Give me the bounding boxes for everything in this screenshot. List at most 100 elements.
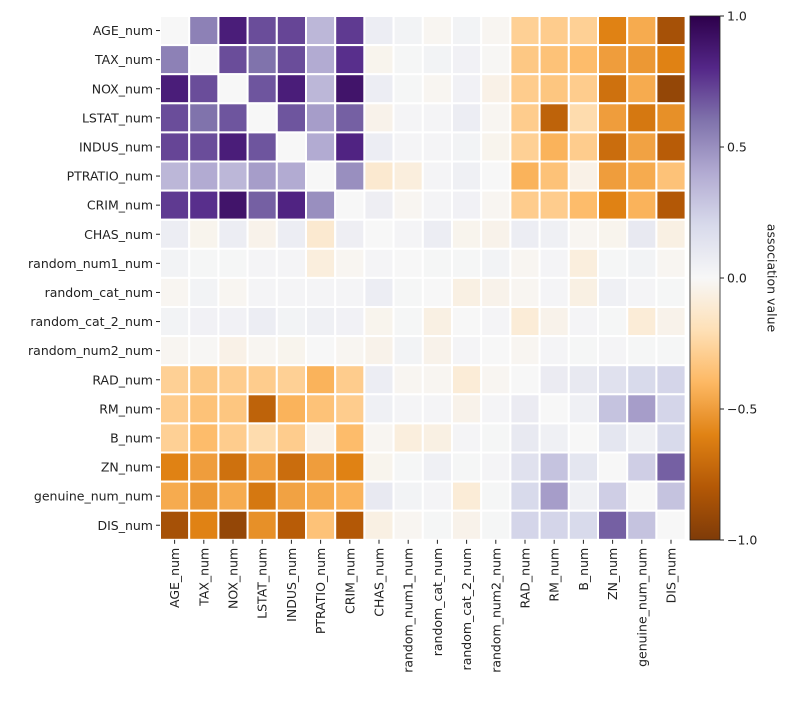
row-label: LSTAT_num [82, 110, 153, 125]
heatmap-cell [509, 393, 541, 425]
heatmap-cell [451, 509, 483, 541]
heatmap-cell [275, 393, 307, 425]
column-label: RAD_num [518, 548, 533, 609]
heatmap-cell [363, 131, 395, 163]
heatmap-cell [305, 451, 337, 483]
heatmap-cell [246, 15, 278, 47]
heatmap-cell [246, 335, 278, 367]
heatmap-cell [188, 189, 220, 221]
heatmap-cell [421, 335, 453, 367]
heatmap-cell [363, 393, 395, 425]
heatmap-cell [392, 160, 424, 192]
heatmap-cell [188, 364, 220, 396]
heatmap-cell [626, 189, 658, 221]
heatmap-cell [509, 276, 541, 308]
heatmap-cell [246, 102, 278, 134]
heatmap-cell [655, 73, 687, 105]
heatmap-cell [334, 247, 366, 279]
heatmap-cell [626, 306, 658, 338]
row-label: random_num1_num [28, 256, 153, 271]
row-label: RM_num [99, 401, 153, 416]
heatmap-cell [275, 131, 307, 163]
heatmap-cell [159, 15, 191, 47]
heatmap-cell [305, 131, 337, 163]
heatmap-cell [509, 189, 541, 221]
heatmap-cell [392, 189, 424, 221]
heatmap-cell [655, 131, 687, 163]
colorbar-tick-label: 0.5 [727, 140, 747, 155]
heatmap-cell [305, 218, 337, 250]
row-label: INDUS_num [79, 139, 153, 154]
heatmap-cell [597, 102, 629, 134]
colorbar-tick-label: −0.5 [727, 402, 757, 417]
heatmap-cell [363, 102, 395, 134]
heatmap-cell [392, 509, 424, 541]
heatmap-cell [159, 276, 191, 308]
heatmap-cell [334, 15, 366, 47]
heatmap-cell [626, 160, 658, 192]
heatmap-cell [363, 480, 395, 512]
row-label: RAD_num [92, 372, 153, 387]
column-label: NOX_num [226, 548, 241, 609]
heatmap-cell [421, 509, 453, 541]
heatmap-cell [538, 393, 570, 425]
row-label: PTRATIO_num [67, 169, 153, 184]
column-label: LSTAT_num [255, 548, 270, 619]
heatmap-cell [246, 451, 278, 483]
heatmap-cell [480, 276, 512, 308]
heatmap-cell [509, 364, 541, 396]
heatmap-cell [567, 451, 599, 483]
heatmap-cell [305, 189, 337, 221]
heatmap-cell [217, 451, 249, 483]
heatmap-cell [538, 15, 570, 47]
heatmap-cell [509, 480, 541, 512]
heatmap-cell [334, 364, 366, 396]
heatmap-cell [451, 15, 483, 47]
heatmap-cell [305, 480, 337, 512]
row-label: B_num [110, 430, 153, 445]
heatmap-cell [159, 160, 191, 192]
heatmap-cell [597, 335, 629, 367]
heatmap-cell [392, 451, 424, 483]
heatmap-cell [538, 422, 570, 454]
heatmap-cell [392, 44, 424, 76]
heatmap-cell [509, 306, 541, 338]
heatmap-cell [217, 306, 249, 338]
heatmap-cell [421, 393, 453, 425]
heatmap-cell [363, 509, 395, 541]
heatmap-cell [275, 509, 307, 541]
heatmap-cell [275, 306, 307, 338]
heatmap-cell [159, 335, 191, 367]
heatmap-cell [597, 276, 629, 308]
heatmap-cell [275, 160, 307, 192]
heatmap-cell [246, 393, 278, 425]
heatmap-cell [392, 306, 424, 338]
heatmap-cell [392, 276, 424, 308]
heatmap-cell [509, 131, 541, 163]
heatmap-cell [217, 73, 249, 105]
heatmap-cell [334, 160, 366, 192]
heatmap-cell [188, 73, 220, 105]
heatmap-cell [626, 131, 658, 163]
heatmap-cell [392, 335, 424, 367]
heatmap-cell [597, 160, 629, 192]
column-label: PTRATIO_num [313, 548, 328, 634]
heatmap-cell [305, 276, 337, 308]
heatmap-cell [421, 160, 453, 192]
heatmap-cell [392, 73, 424, 105]
heatmap-cell [451, 102, 483, 134]
heatmap-cell [392, 131, 424, 163]
heatmap-cell [655, 44, 687, 76]
heatmap-cell [567, 131, 599, 163]
heatmap-cell [275, 44, 307, 76]
heatmap-cell [538, 247, 570, 279]
heatmap-cell [480, 480, 512, 512]
heatmap-cell [480, 393, 512, 425]
heatmap-cell [626, 44, 658, 76]
heatmap-cell [246, 131, 278, 163]
heatmap-cell [480, 102, 512, 134]
heatmap-cell [246, 247, 278, 279]
column-label: RM_num [547, 548, 562, 602]
heatmap-cell [159, 451, 191, 483]
heatmap-cell [597, 73, 629, 105]
